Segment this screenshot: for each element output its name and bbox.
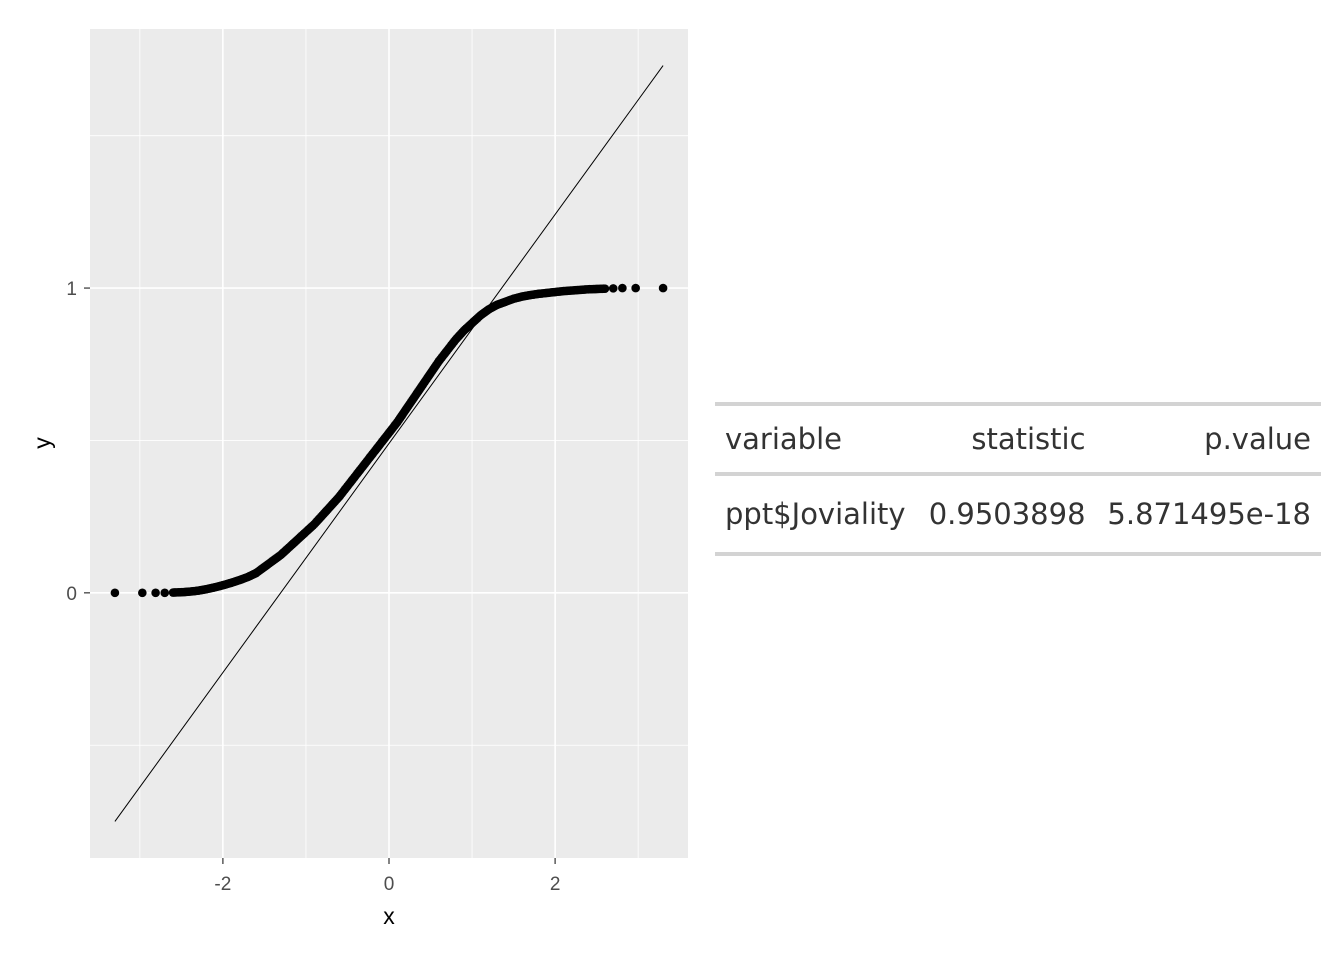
y-tick-label: 1 <box>66 279 77 300</box>
data-point <box>618 283 627 293</box>
x-tick-label: -2 <box>214 874 231 895</box>
data-point <box>600 284 610 293</box>
data-points <box>110 283 668 598</box>
reference-line <box>114 65 664 822</box>
data-point <box>160 588 170 598</box>
header-variable: variable <box>725 422 842 456</box>
x-axis-title: x <box>383 903 395 929</box>
y-axis-title: y <box>29 437 55 449</box>
y-axis: 01 <box>66 279 90 605</box>
data-point <box>658 283 668 293</box>
table-row: ppt$Joviality 0.9503898 5.871495e-18 <box>715 474 1321 554</box>
cell-variable: ppt$Joviality <box>725 497 906 531</box>
cell-statistic: 0.9503898 <box>928 497 1086 531</box>
header-statistic: statistic <box>971 422 1086 456</box>
cell-p-value: 5.871495e-18 <box>1107 497 1311 531</box>
data-point <box>631 283 640 293</box>
y-tick-label: 0 <box>66 584 77 605</box>
data-point <box>151 588 160 598</box>
x-axis: -2 0 2 <box>214 858 560 895</box>
x-tick-label: 2 <box>550 874 561 895</box>
test-results-table: variable statistic p.value ppt$Joviality… <box>715 402 1321 556</box>
data-point <box>110 588 120 598</box>
table-header-row: variable statistic p.value <box>715 404 1321 474</box>
qq-plot: -2 0 2 01 x y <box>29 29 688 929</box>
header-p-value: p.value <box>1204 422 1311 456</box>
data-point <box>138 588 147 598</box>
x-tick-label: 0 <box>384 874 395 895</box>
data-point <box>608 284 618 293</box>
